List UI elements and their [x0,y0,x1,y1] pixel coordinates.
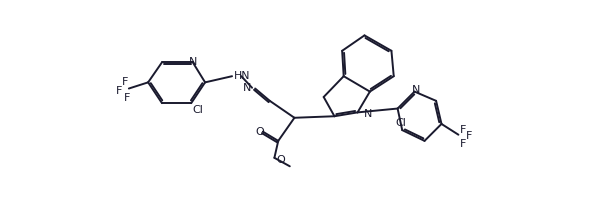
Text: N: N [412,85,421,95]
Text: Cl: Cl [192,105,203,115]
Text: N: N [243,83,251,92]
Text: Cl: Cl [395,118,406,128]
Text: O: O [255,126,264,136]
Text: F: F [460,138,466,149]
Text: F: F [116,86,122,96]
Text: F: F [122,76,128,86]
Text: N: N [364,109,372,119]
Text: F: F [124,92,131,103]
Text: F: F [460,124,466,134]
Text: O: O [277,155,286,165]
Text: F: F [466,130,472,140]
Text: HN: HN [233,71,250,81]
Text: N: N [189,56,198,67]
